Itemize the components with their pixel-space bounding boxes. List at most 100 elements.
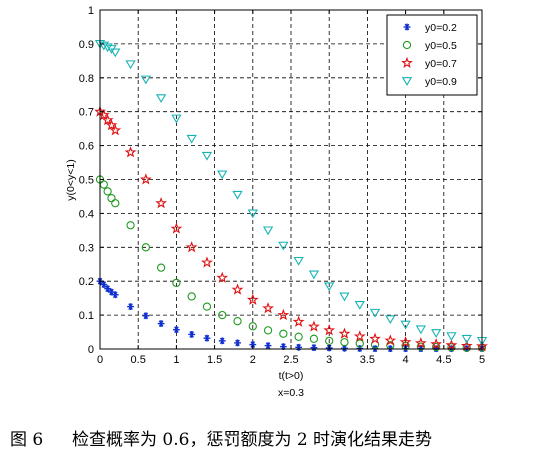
legend-label: y0=0.5 — [425, 40, 457, 52]
x-tick-label: 2 — [250, 354, 256, 366]
data-point — [218, 337, 226, 345]
data-point — [155, 197, 168, 209]
legend-marker — [401, 56, 413, 69]
data-point — [355, 339, 364, 348]
data-point — [445, 339, 458, 351]
legend-box — [386, 14, 478, 96]
data-point — [111, 291, 119, 299]
axis-ticks: 0 0.5 1 1.5 2 2.5 3 3.5 4 4.5 5 0 0.1 0.2 0.3 0.4 0.5 0.6… — [79, 5, 485, 366]
data-point — [262, 226, 274, 236]
data-point — [103, 187, 112, 196]
y-tick-label: 0.7 — [79, 107, 94, 119]
data-point — [170, 222, 183, 234]
data-point — [385, 315, 396, 325]
data-point — [188, 331, 196, 338]
x-tick-label: 4.5 — [436, 354, 451, 366]
y-tick-label: 0.8 — [79, 73, 94, 85]
y-tick-label: 0.6 — [79, 141, 94, 153]
data-point — [125, 60, 136, 70]
data-point — [201, 151, 213, 161]
data-point — [447, 343, 456, 352]
data-point — [277, 308, 290, 321]
data-point — [141, 243, 150, 252]
data-point — [416, 342, 426, 351]
x-tick-label: 2.5 — [283, 354, 298, 366]
data-point — [246, 293, 259, 305]
x-axis-label: t(t>0) — [279, 370, 304, 382]
data-point — [414, 337, 427, 349]
data-point — [338, 327, 351, 339]
data-point — [339, 292, 350, 302]
data-point — [111, 199, 120, 208]
x-tick-label: 0 — [97, 354, 103, 366]
data-point — [310, 344, 318, 352]
figure-caption-text: 检查概率为 0.6，惩罚额度为 2 时演化结果走势 — [72, 430, 432, 450]
data-point — [124, 146, 137, 158]
data-point — [203, 334, 211, 342]
legend-label: y0=0.7 — [425, 58, 457, 70]
data-point — [369, 308, 381, 318]
series-y0=0.7 — [94, 105, 488, 352]
legend-label: y0=0.9 — [425, 76, 457, 88]
data-point — [262, 302, 274, 314]
data-point — [234, 339, 241, 347]
data-point — [97, 108, 110, 121]
data-point — [293, 256, 304, 266]
data-point — [369, 332, 381, 344]
data-point — [216, 271, 229, 283]
data-point — [399, 336, 412, 348]
data-point — [325, 336, 334, 346]
data-point — [157, 320, 165, 327]
data-point — [324, 282, 335, 292]
data-point — [264, 342, 272, 350]
x-tick-label: 1.5 — [207, 354, 222, 366]
data-point — [294, 332, 303, 341]
x-tick-label: 1 — [173, 354, 179, 366]
y-tick-label: 0.4 — [79, 208, 94, 220]
data-point — [100, 281, 108, 288]
data-point — [187, 292, 196, 301]
y-tick-label: 0.3 — [79, 242, 94, 254]
data-point — [308, 320, 320, 332]
data-point — [462, 343, 471, 352]
data-point — [263, 326, 273, 335]
y-tick-label: 0 — [88, 344, 94, 356]
legend-marker — [402, 40, 412, 50]
data-point — [340, 338, 349, 347]
data-point — [139, 173, 152, 185]
data-point — [105, 119, 118, 131]
x-tick-label: 3.5 — [360, 354, 375, 366]
data-point — [432, 342, 441, 352]
data-point — [155, 94, 167, 104]
y-tick-label: 0.2 — [79, 276, 94, 288]
y-tick-label: 1 — [88, 5, 94, 17]
data-point — [292, 315, 305, 327]
data-point — [127, 303, 134, 311]
y-tick-label: 0.9 — [79, 39, 94, 51]
data-point — [98, 41, 109, 51]
data-point — [104, 285, 112, 293]
data-point — [156, 263, 166, 272]
x-tick-label: 3 — [326, 354, 332, 366]
data-point — [430, 338, 443, 350]
data-point — [461, 334, 472, 344]
y-axis-label: y(0<y<1) — [65, 159, 77, 200]
data-point — [400, 320, 411, 330]
data-point — [186, 134, 197, 144]
data-point — [401, 341, 410, 351]
x-tick-label: 4 — [403, 354, 409, 366]
data-point — [218, 310, 227, 320]
data-point — [217, 170, 228, 180]
data-point — [323, 324, 336, 336]
data-point — [248, 322, 257, 331]
data-point — [279, 329, 288, 338]
data-point — [202, 302, 212, 311]
data-point — [140, 75, 152, 85]
x-tick-label: 0.5 — [131, 354, 146, 366]
data-point — [354, 301, 365, 310]
x-annotation: x=0.3 — [278, 387, 304, 399]
figure-caption-number: 图 6 — [10, 430, 43, 450]
legend: y0=0.2 y0=0.5 y0=0.7 y0=0.9 — [386, 14, 478, 96]
data-point — [353, 330, 366, 342]
